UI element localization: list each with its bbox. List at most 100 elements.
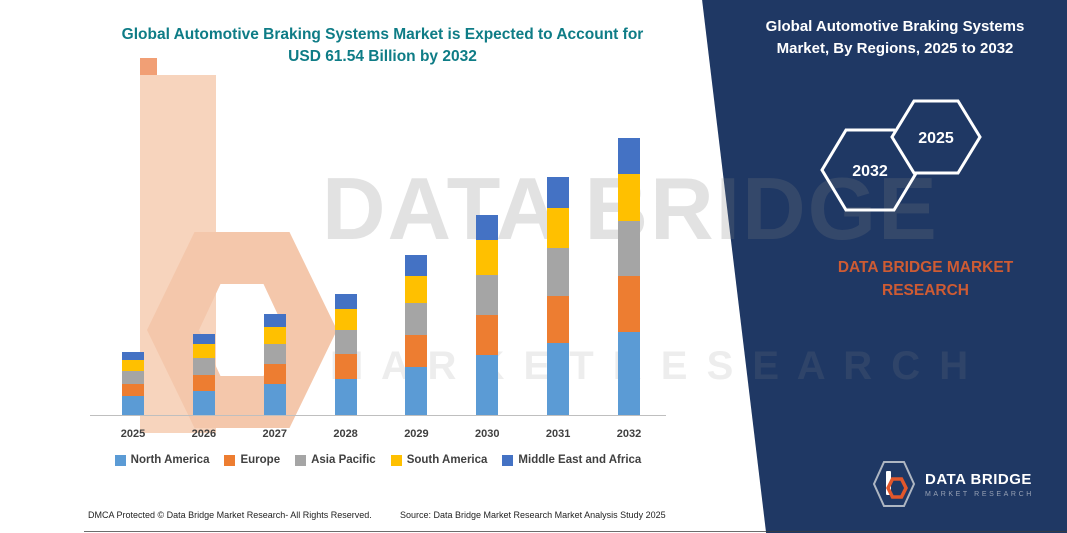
x-axis-label-2029: 2029 xyxy=(404,428,429,440)
legend-label-north-america: North America xyxy=(130,454,210,466)
bar-segment-north-america xyxy=(618,331,641,415)
watermark-logo-square xyxy=(140,58,157,75)
source-note: Source: Data Bridge Market Research Mark… xyxy=(400,510,666,520)
x-axis-label-2031: 2031 xyxy=(545,428,571,440)
right-panel-title-line2: Market, By Regions, 2025 to 2032 xyxy=(776,39,1014,57)
bar-segment-middle-east-and-africa xyxy=(476,214,499,241)
legend-item-middle-east-and-africa: Middle East and Africa xyxy=(502,454,641,466)
bar-segment-europe xyxy=(263,364,286,385)
data-bridge-logo: DATA BRIDGE MARKET RESEARCH xyxy=(872,460,1034,508)
bar-segment-south-america xyxy=(122,360,144,371)
bar-segment-middle-east-and-africa xyxy=(547,176,570,208)
bar-segment-asia-pacific xyxy=(192,358,215,375)
brand-text: DATA BRIDGE MARKET RESEARCH xyxy=(818,256,1033,303)
x-axis xyxy=(90,415,666,416)
bar-segment-south-america xyxy=(192,344,215,359)
hexagon-2032 xyxy=(820,128,920,212)
chart-title-line2: USD 61.54 Billion by 2032 xyxy=(288,48,477,66)
bar-segment-europe xyxy=(122,383,144,397)
chart-title: Global Automotive Braking Systems Market… xyxy=(90,24,675,69)
data-bridge-logo-icon xyxy=(872,461,916,507)
legend-item-europe: Europe xyxy=(224,454,280,466)
right-panel-title: Global Automotive Braking Systems Market… xyxy=(730,16,1060,60)
bar-segment-north-america xyxy=(192,390,215,415)
bar-2025 xyxy=(122,352,144,415)
x-axis-label-2027: 2027 xyxy=(262,428,287,440)
legend-swatch-asia-pacific xyxy=(295,454,307,466)
bar-2031 xyxy=(547,176,570,415)
bar-segment-asia-pacific xyxy=(122,370,144,384)
legend-label-south-america: South America xyxy=(406,454,488,466)
bar-segment-north-america xyxy=(547,343,570,415)
bar-segment-north-america xyxy=(476,354,499,415)
logo-subtitle: MARKET RESEARCH xyxy=(925,490,1034,498)
stacked-bar-chart: 2025 2026 2027 2028 2029 2030 2031 2032 xyxy=(88,70,668,440)
x-axis-label-2032: 2032 xyxy=(616,428,642,440)
hex-year-front: 2025 xyxy=(918,130,954,147)
bar-2026 xyxy=(192,334,215,415)
legend-item-north-america: North America xyxy=(114,454,210,466)
legend-label-europe: Europe xyxy=(240,454,281,466)
legend-swatch-north-america xyxy=(114,454,126,466)
bar-segment-europe xyxy=(547,295,570,344)
logo-b-bowl xyxy=(886,477,908,499)
legend-label-asia-pacific: Asia Pacific xyxy=(311,454,376,466)
legend-swatch-middle-east-and-africa xyxy=(502,454,514,466)
x-axis-label-2028: 2028 xyxy=(333,428,358,440)
bar-segment-asia-pacific xyxy=(547,248,570,296)
logo-name: DATA BRIDGE xyxy=(925,470,1032,488)
bar-segment-north-america xyxy=(334,378,357,415)
bar-segment-north-america xyxy=(263,384,286,415)
hex-year-back: 2032 xyxy=(852,163,888,180)
bar-segment-south-america xyxy=(263,326,286,344)
bar-segment-europe xyxy=(334,354,357,379)
x-axis-label-2025: 2025 xyxy=(120,428,146,440)
bar-segment-asia-pacific xyxy=(405,302,428,335)
bar-segment-middle-east-and-africa xyxy=(618,138,641,175)
hexagon-2025 xyxy=(890,99,982,175)
bar-segment-asia-pacific xyxy=(618,221,641,277)
legend-item-south-america: South America xyxy=(390,454,488,466)
bar-segment-europe xyxy=(476,314,499,355)
bar-segment-south-america xyxy=(618,174,641,222)
right-panel-title-line1: Global Automotive Braking Systems xyxy=(765,18,1025,35)
bar-2030 xyxy=(476,214,499,415)
legend-label-middle-east-and-africa: Middle East and Africa xyxy=(518,454,642,466)
bar-segment-europe xyxy=(405,334,428,367)
bar-segment-north-america xyxy=(122,396,144,415)
dmca-notice: DMCA Protected © Data Bridge Market Rese… xyxy=(88,510,372,520)
bar-segment-middle-east-and-africa xyxy=(192,334,215,345)
x-axis-label-2030: 2030 xyxy=(475,428,500,440)
year-hexagons: 2032 2025 xyxy=(820,99,982,212)
bottom-rule xyxy=(84,531,1067,532)
logo-hexagon-outline xyxy=(872,461,916,507)
bar-segment-asia-pacific xyxy=(476,274,499,315)
logo-text-block: DATA BRIDGE MARKET RESEARCH xyxy=(925,471,1034,498)
bar-segment-middle-east-and-africa xyxy=(122,352,144,361)
bar-segment-europe xyxy=(618,276,641,332)
legend-swatch-europe xyxy=(224,454,236,466)
chart-legend: North America Europe Asia Pacific South Ame… xyxy=(88,454,668,466)
bar-segment-middle-east-and-africa xyxy=(405,255,428,276)
bar-segment-europe xyxy=(192,374,215,391)
bar-segment-south-america xyxy=(476,240,499,275)
bar-segment-south-america xyxy=(547,207,570,249)
bar-2032 xyxy=(618,138,641,415)
bar-2029 xyxy=(405,255,428,415)
bar-segment-asia-pacific xyxy=(334,329,357,355)
watermark-text-sub: M A R K E T R E S E A R C H xyxy=(330,344,973,388)
bar-segment-asia-pacific xyxy=(263,343,286,365)
legend-swatch-south-america xyxy=(390,454,402,466)
bar-segment-south-america xyxy=(405,275,428,303)
bar-segment-middle-east-and-africa xyxy=(263,313,286,327)
chart-title-line1: Global Automotive Braking Systems Market… xyxy=(121,26,644,43)
bar-2028 xyxy=(334,293,357,415)
brand-text-line1: DATA BRIDGE MARKET xyxy=(837,259,1014,276)
bar-2027 xyxy=(263,313,286,415)
legend-item-asia-pacific: Asia Pacific xyxy=(295,454,376,466)
bar-segment-south-america xyxy=(334,309,357,330)
brand-text-line2: RESEARCH xyxy=(882,282,969,300)
x-axis-label-2026: 2026 xyxy=(191,428,217,440)
